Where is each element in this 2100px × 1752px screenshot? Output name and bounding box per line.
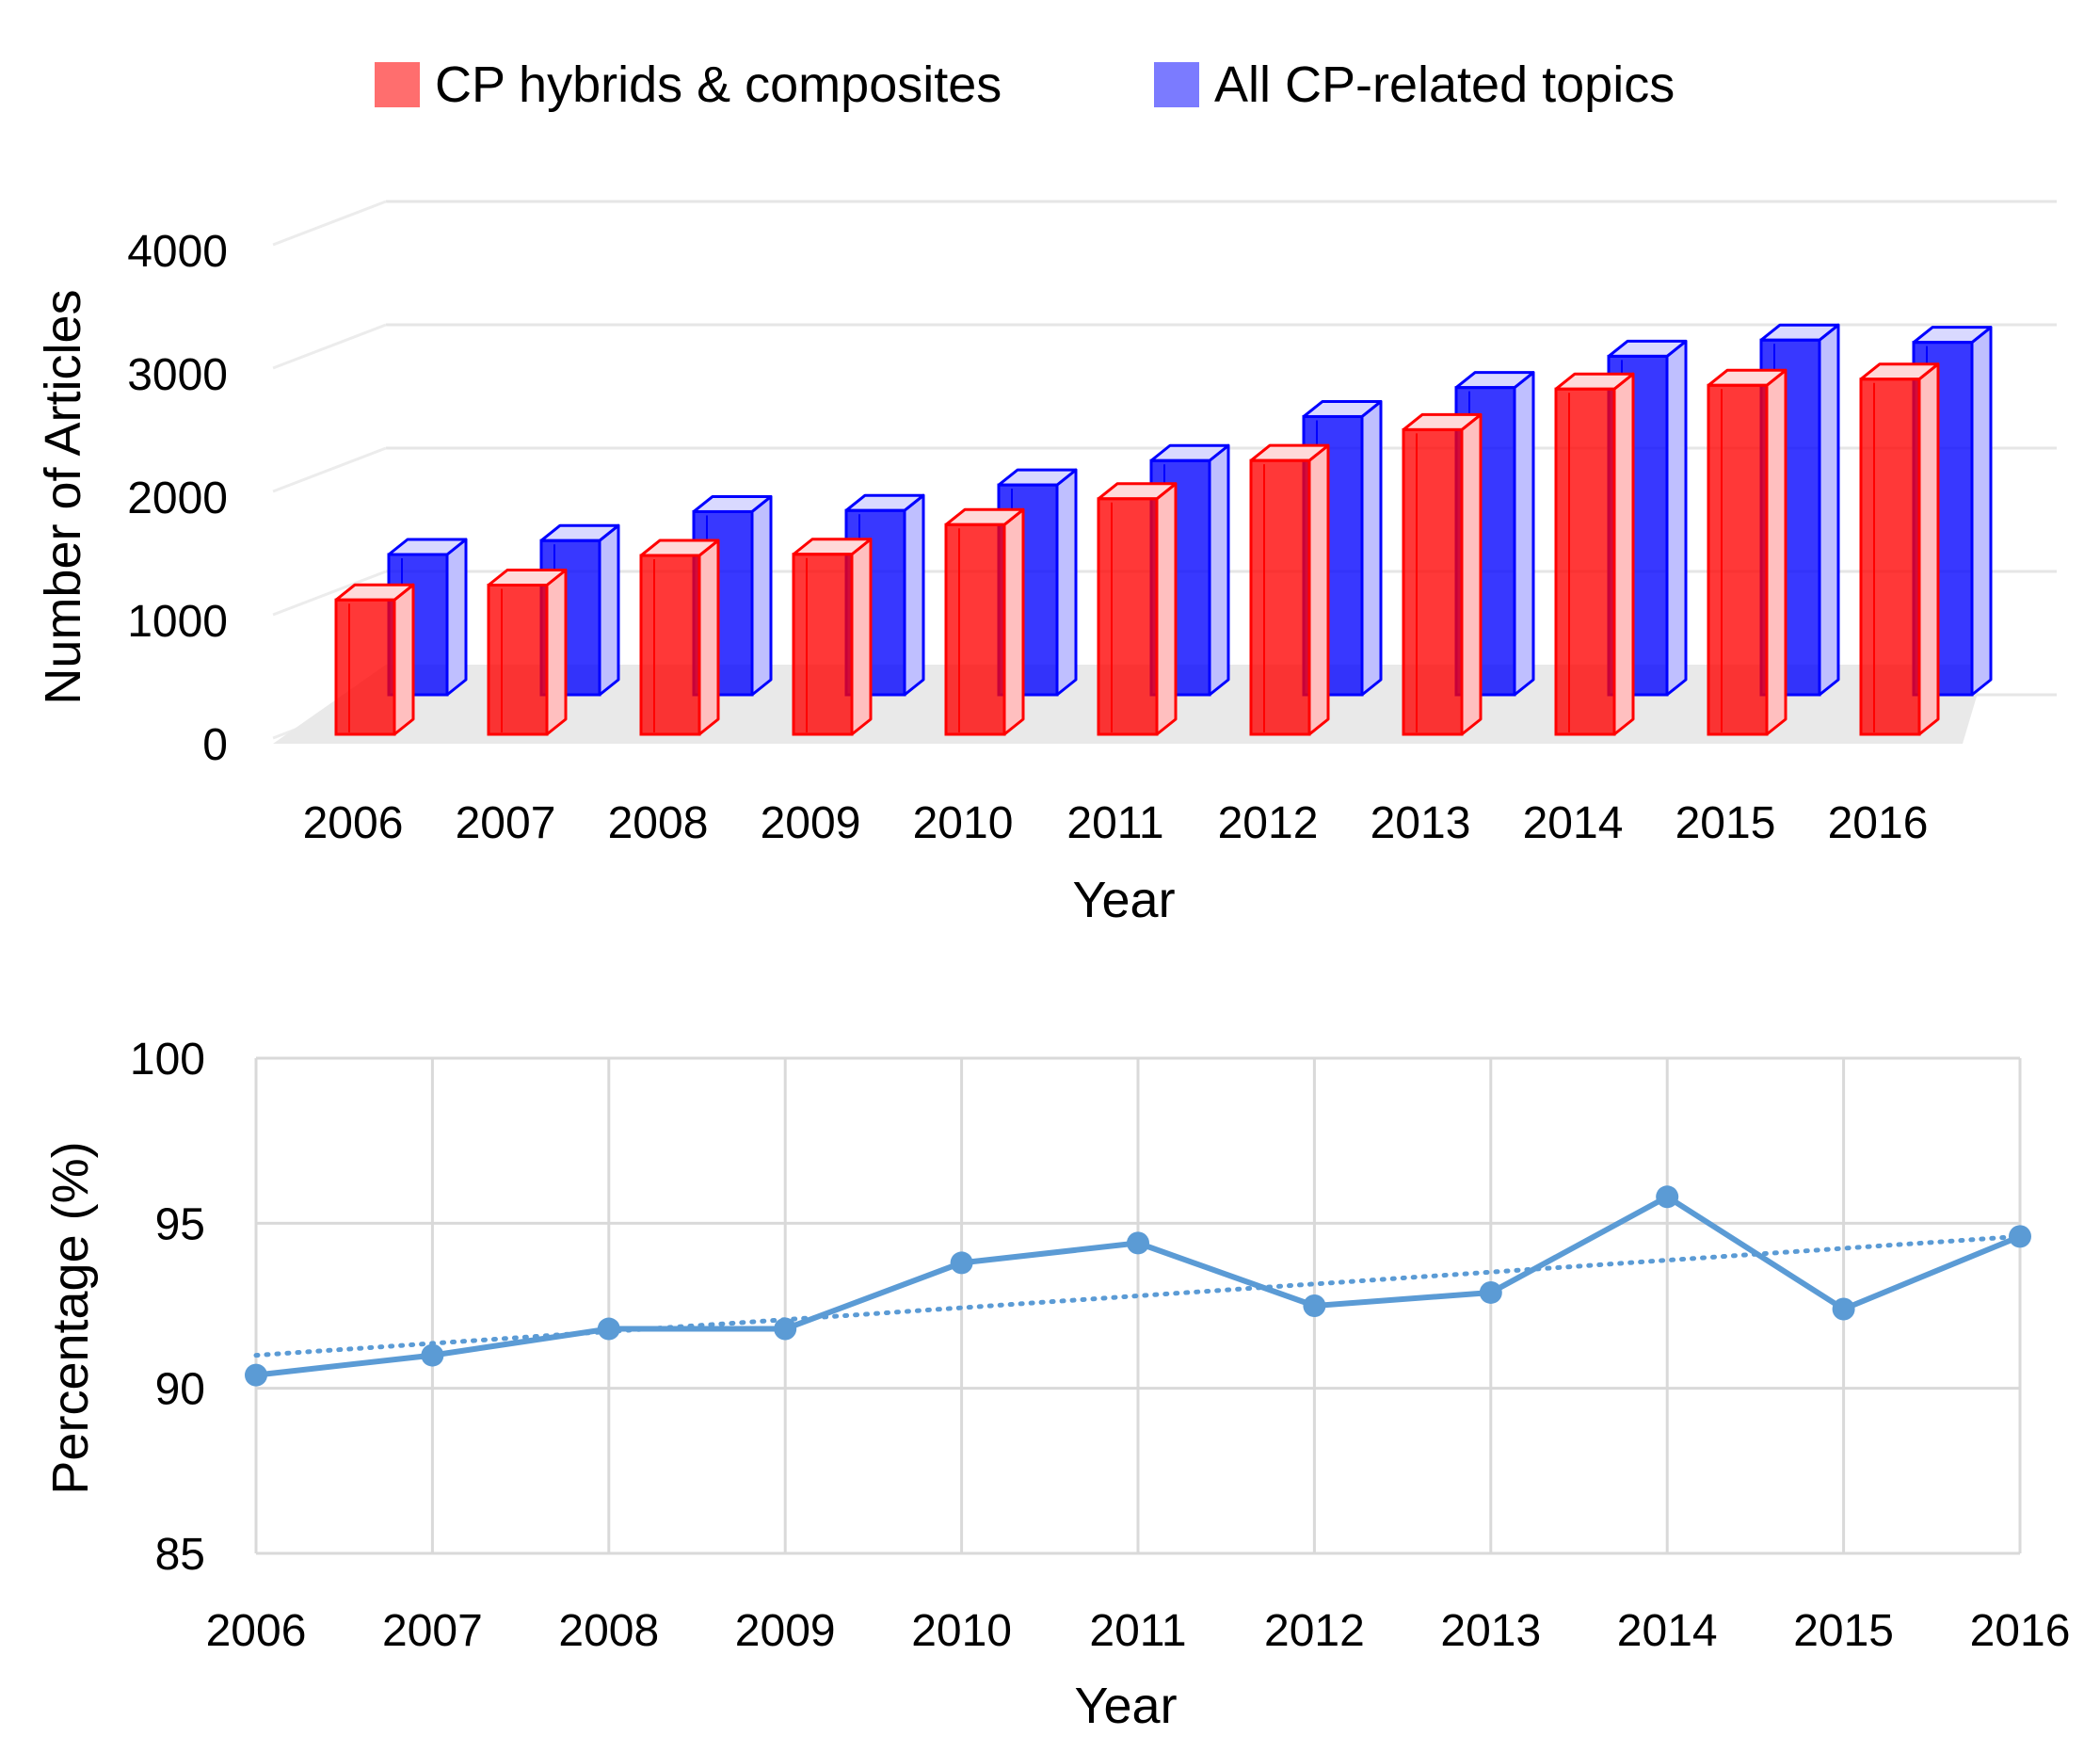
x-tick-label: 2007 xyxy=(382,1606,483,1656)
x-tick-label: 2013 xyxy=(1371,798,1471,848)
data-point-2007 xyxy=(421,1343,444,1367)
gridline-diagonal xyxy=(272,570,387,617)
bar-cp-hybrids-2014 xyxy=(1554,372,1635,736)
data-point-2009 xyxy=(774,1317,797,1341)
trend-line xyxy=(253,1233,2023,1358)
x-axis-title: Year xyxy=(1072,872,1175,928)
y-tick-label: 0 xyxy=(202,720,228,770)
series-cp-hybrids xyxy=(334,362,1940,736)
data-point-2016 xyxy=(2009,1225,2031,1248)
bar-cp-hybrids-2016 xyxy=(1859,362,1940,736)
y-axis-title: Number of Articles xyxy=(35,289,91,704)
data-point-2014 xyxy=(1656,1185,1679,1209)
bar-chart: CP hybrids & composites All CP-related t… xyxy=(35,56,2057,928)
y-tick-label: 1000 xyxy=(127,597,228,647)
x-axis-title: Year xyxy=(1074,1678,1177,1734)
x-tick-label: 2006 xyxy=(303,798,404,848)
y-tick-label: 95 xyxy=(155,1199,205,1249)
y-tick-labels: 0 1000 2000 3000 4000 xyxy=(127,227,228,770)
x-tick-label: 2014 xyxy=(1617,1606,1718,1656)
x-tick-label: 2009 xyxy=(761,798,861,848)
gridline-diagonal xyxy=(272,323,387,370)
x-tick-labels: 2006 2007 2008 2009 2010 2011 2012 2013 2014 2015… xyxy=(303,798,1929,848)
trendline xyxy=(253,1233,2023,1358)
series-percentage xyxy=(245,1185,2031,1387)
x-tick-label: 2010 xyxy=(911,1606,1012,1656)
bar-cp-hybrids-2011 xyxy=(1097,482,1178,736)
data-point-2008 xyxy=(597,1317,620,1341)
y-axis-title: Percentage (%) xyxy=(42,1141,99,1494)
data-point-2015 xyxy=(1832,1297,1855,1321)
y-tick-label: 3000 xyxy=(127,350,228,400)
gridline-diagonal xyxy=(272,446,387,493)
x-tick-label: 2011 xyxy=(1089,1606,1186,1656)
x-tick-label: 2008 xyxy=(608,798,709,848)
x-tick-label: 2015 xyxy=(1675,798,1776,848)
y-tick-label: 100 xyxy=(130,1035,205,1085)
x-tick-label: 2010 xyxy=(913,798,1014,848)
x-tick-label: 2015 xyxy=(1793,1606,1894,1656)
gridline-diagonal xyxy=(272,200,387,247)
data-point-2006 xyxy=(245,1363,267,1387)
bar-cp-hybrids-2007 xyxy=(487,568,568,736)
bar-cp-hybrids-2006 xyxy=(334,583,415,736)
x-tick-label: 2007 xyxy=(456,798,556,848)
data-point-2012 xyxy=(1303,1294,1326,1317)
x-tick-label: 2006 xyxy=(206,1606,307,1656)
x-tick-label: 2008 xyxy=(558,1606,659,1656)
y-tick-label: 4000 xyxy=(127,227,228,277)
legend: CP hybrids & composites All CP-related t… xyxy=(375,56,1675,113)
legend-swatch-all-cp xyxy=(1154,62,1199,107)
gridlines xyxy=(254,1056,2022,1555)
x-tick-label: 2011 xyxy=(1066,798,1163,848)
x-tick-label: 2012 xyxy=(1218,798,1319,848)
x-tick-label: 2016 xyxy=(1970,1606,2071,1656)
x-tick-label: 2012 xyxy=(1264,1606,1365,1656)
bar-all-cp-2016 xyxy=(1912,326,1993,697)
x-tick-label: 2016 xyxy=(1828,798,1929,848)
x-tick-label: 2013 xyxy=(1440,1606,1541,1656)
y-tick-label: 90 xyxy=(155,1365,205,1415)
data-point-2010 xyxy=(950,1251,973,1275)
y-tick-labels: 85 90 95 100 xyxy=(130,1035,205,1580)
data-point-2013 xyxy=(1479,1280,1502,1304)
bar-cp-hybrids-2012 xyxy=(1249,443,1330,736)
y-tick-label: 85 xyxy=(155,1530,205,1580)
bar-cp-hybrids-2013 xyxy=(1402,412,1483,736)
bar-cp-hybrids-2009 xyxy=(792,538,873,736)
legend-label-cp-hybrids: CP hybrids & composites xyxy=(435,56,1002,113)
legend-swatch-cp-hybrids xyxy=(375,62,420,107)
y-tick-label: 2000 xyxy=(127,474,228,523)
bar-cp-hybrids-2008 xyxy=(639,538,720,736)
x-tick-label: 2009 xyxy=(735,1606,836,1656)
data-point-2011 xyxy=(1127,1231,1149,1255)
bar-cp-hybrids-2015 xyxy=(1707,368,1787,736)
x-tick-labels: 2006 2007 2008 2009 2010 2011 2012 2013 2014 2015… xyxy=(206,1606,2071,1656)
bar-cp-hybrids-2010 xyxy=(944,507,1025,736)
legend-label-all-cp: All CP-related topics xyxy=(1214,56,1675,113)
x-tick-label: 2014 xyxy=(1523,798,1624,848)
